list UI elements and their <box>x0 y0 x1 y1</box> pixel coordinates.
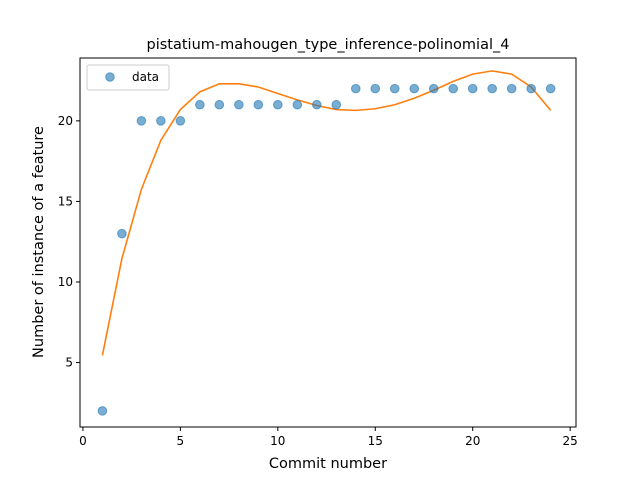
data-point <box>487 83 497 94</box>
x-tick-label: 15 <box>368 434 383 448</box>
legend-marker-data <box>105 72 115 82</box>
chart-title: pistatium-mahougen_type_inference-polino… <box>147 37 510 53</box>
data-point <box>214 99 225 110</box>
data-point <box>156 116 166 126</box>
legend: data <box>86 64 170 91</box>
y-axis-ticks: 5 10 15 20 <box>58 114 80 370</box>
x-tick-label: 20 <box>465 434 480 448</box>
data-point <box>526 83 536 94</box>
data-point <box>117 228 127 239</box>
data-point <box>409 83 420 94</box>
y-tick-label: 10 <box>58 275 73 289</box>
fit-line-series <box>101 70 552 356</box>
data-point <box>195 99 205 110</box>
x-tick-label: 10 <box>270 434 285 448</box>
data-points-series <box>97 83 556 416</box>
data-point <box>389 83 400 94</box>
data-point <box>467 83 478 94</box>
x-axis-label: Commit number <box>269 456 387 472</box>
data-point <box>311 99 322 110</box>
plot-frame <box>79 57 577 428</box>
data-point <box>234 99 244 110</box>
y-axis-label: Number of instance of a feature <box>31 126 47 358</box>
data-point <box>545 83 556 94</box>
x-tick-label: 25 <box>563 434 578 448</box>
y-tick-label: 20 <box>58 114 73 128</box>
plot-area: 0 5 10 15 20 25 5 10 15 20 <box>58 57 578 448</box>
data-point <box>506 83 517 94</box>
fit-line <box>101 70 552 356</box>
data-point <box>292 99 303 110</box>
data-point <box>350 83 361 94</box>
data-point <box>331 99 342 110</box>
data-point <box>136 116 147 126</box>
x-tick-label: 0 <box>79 434 87 448</box>
data-point <box>97 406 108 416</box>
data-point <box>273 99 283 110</box>
legend-label-data: data <box>132 70 159 84</box>
data-point <box>175 116 186 126</box>
data-point <box>253 99 264 110</box>
y-tick-label: 5 <box>65 356 73 370</box>
y-tick-label: 15 <box>58 194 73 208</box>
data-point <box>370 83 381 94</box>
legend-box <box>86 64 170 91</box>
data-point <box>448 83 459 94</box>
data-point <box>428 83 439 94</box>
x-tick-label: 5 <box>177 434 185 448</box>
x-axis-ticks: 0 5 10 15 20 25 <box>79 427 578 448</box>
